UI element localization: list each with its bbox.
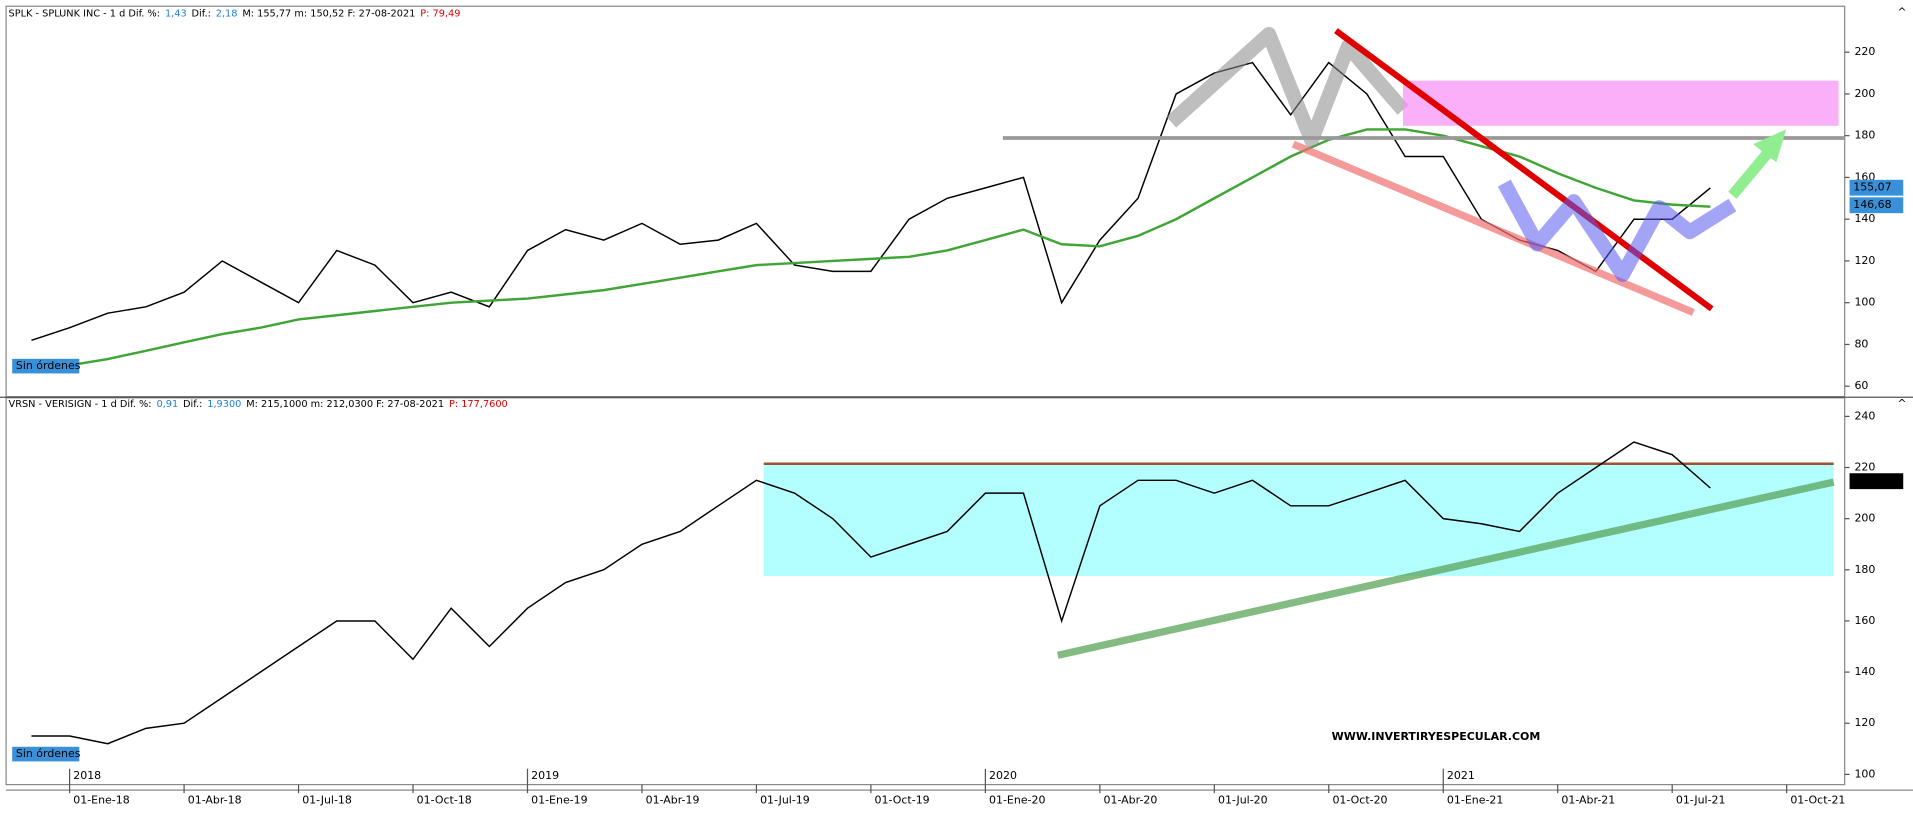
downtrend-line: [1334, 28, 1714, 312]
x-tick-label: 01-Oct-21: [1790, 793, 1845, 806]
price-line: [31, 61, 1711, 341]
wave-zigzag: [1497, 179, 1737, 282]
x-tick-label: 01-Jul-20: [1218, 793, 1268, 806]
x-tick-label: 01-Jul-19: [760, 793, 810, 806]
y-tick-label: 180: [1854, 563, 1875, 576]
price-label: 146,68: [1853, 198, 1891, 211]
x-tick-label: 01-Abr-20: [1104, 793, 1158, 806]
bottom-series: [31, 441, 1711, 745]
price-label-box: [1849, 179, 1904, 196]
collapse-button[interactable]: ^: [1897, 5, 1906, 18]
top-series: [31, 61, 1711, 373]
x-tick-label: 01-Ene-20: [989, 793, 1045, 806]
order-badge: [12, 746, 80, 762]
x-tick-label: 01-Abr-19: [646, 793, 700, 806]
header-part: 2,18: [216, 9, 238, 20]
header-part: P: 177,7600: [449, 399, 508, 410]
moving-average: [31, 128, 1711, 373]
panel-header: SPLK - SPLUNK INC - 1 d Dif. %: 1,43 Dif.:…: [9, 9, 461, 20]
x-tick-label: 01-Jul-21: [1676, 793, 1726, 806]
y-tick-label: 220: [1854, 461, 1875, 474]
header-part: Dif.:: [183, 399, 202, 410]
x-tick-label: 01-Oct-18: [417, 793, 472, 806]
arrow-head: [1753, 129, 1787, 163]
year-label: 2019: [531, 769, 559, 782]
y-tick-label: 100: [1854, 767, 1875, 780]
y-tick-label: 240: [1854, 409, 1875, 422]
year-label: 2021: [1447, 769, 1475, 782]
header-part: 1,43: [165, 9, 187, 20]
y-tick-label: 200: [1854, 87, 1875, 100]
channel-line: [1291, 140, 1695, 316]
x-tick-label: 01-Ene-21: [1447, 793, 1503, 806]
order-badge: [12, 358, 80, 374]
header-part: 1,9300: [207, 399, 241, 410]
x-tick-label: 01-Ene-18: [73, 793, 129, 806]
y-tick-label: 140: [1854, 212, 1875, 225]
target-zone: [1403, 80, 1839, 126]
price-label: 155,07: [1853, 181, 1891, 194]
y-tick-label: 120: [1854, 254, 1875, 267]
y-tick-label: 200: [1854, 512, 1875, 525]
price-label-box: [1849, 197, 1904, 214]
header-part: 0,91: [156, 399, 178, 410]
y-tick-label: 80: [1854, 337, 1868, 350]
y-tick-label: 60: [1854, 379, 1868, 392]
panel-header: VRSN - VERISIGN - 1 d Dif. %: 0,91 Dif.: 1,…: [9, 399, 508, 410]
y-tick-label: 220: [1854, 45, 1875, 58]
y-tick-label: 120: [1854, 716, 1875, 729]
y-tick-label: 180: [1854, 129, 1875, 142]
header-part: M: 155,77 m: 150,52 F: 27-08-2021: [242, 9, 415, 20]
year-label: 2018: [73, 769, 101, 782]
y-tick-label: 140: [1854, 665, 1875, 678]
header-part: SPLK - SPLUNK INC - 1 d Dif. %:: [9, 9, 161, 20]
watermark: WWW.INVERTIRYESPECULAR.COM: [1332, 730, 1541, 743]
uptrend-line: [1056, 478, 1835, 659]
price-line: [31, 441, 1711, 745]
x-tick-label: 01-Oct-20: [1332, 793, 1387, 806]
order-badge-label: Sin órdenes: [16, 359, 81, 372]
x-tick-label: 01-Abr-21: [1561, 793, 1615, 806]
header-part: Dif.:: [192, 9, 211, 20]
x-tick-label: 01-Abr-18: [188, 793, 242, 806]
arrow-shaft: [1728, 147, 1774, 199]
header-part: M: 215,1000 m: 212,0300 F: 27-08-2021: [246, 399, 444, 410]
year-label: 2020: [989, 769, 1017, 782]
price-label-box: [1849, 473, 1904, 490]
pattern-zigzag: [1166, 26, 1409, 148]
x-tick-label: 01-Jul-18: [302, 793, 352, 806]
order-badge-label: Sin órdenes: [16, 747, 81, 760]
x-tick-label: 01-Ene-19: [531, 793, 587, 806]
price-label: 214,66: [1853, 474, 1891, 487]
collapse-button[interactable]: ^: [1897, 397, 1906, 410]
x-tick-label: 01-Oct-19: [875, 793, 930, 806]
top-drawings: [1002, 26, 1845, 316]
header-part: VRSN - VERISIGN - 1 d Dif. %:: [9, 399, 152, 410]
bottom-trend: [1056, 478, 1835, 659]
y-tick-label: 100: [1854, 296, 1875, 309]
header-part: P: 79,49: [420, 9, 460, 20]
y-tick-label: 160: [1854, 614, 1875, 627]
